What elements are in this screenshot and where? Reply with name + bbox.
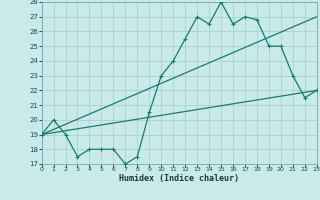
X-axis label: Humidex (Indice chaleur): Humidex (Indice chaleur) — [119, 174, 239, 183]
